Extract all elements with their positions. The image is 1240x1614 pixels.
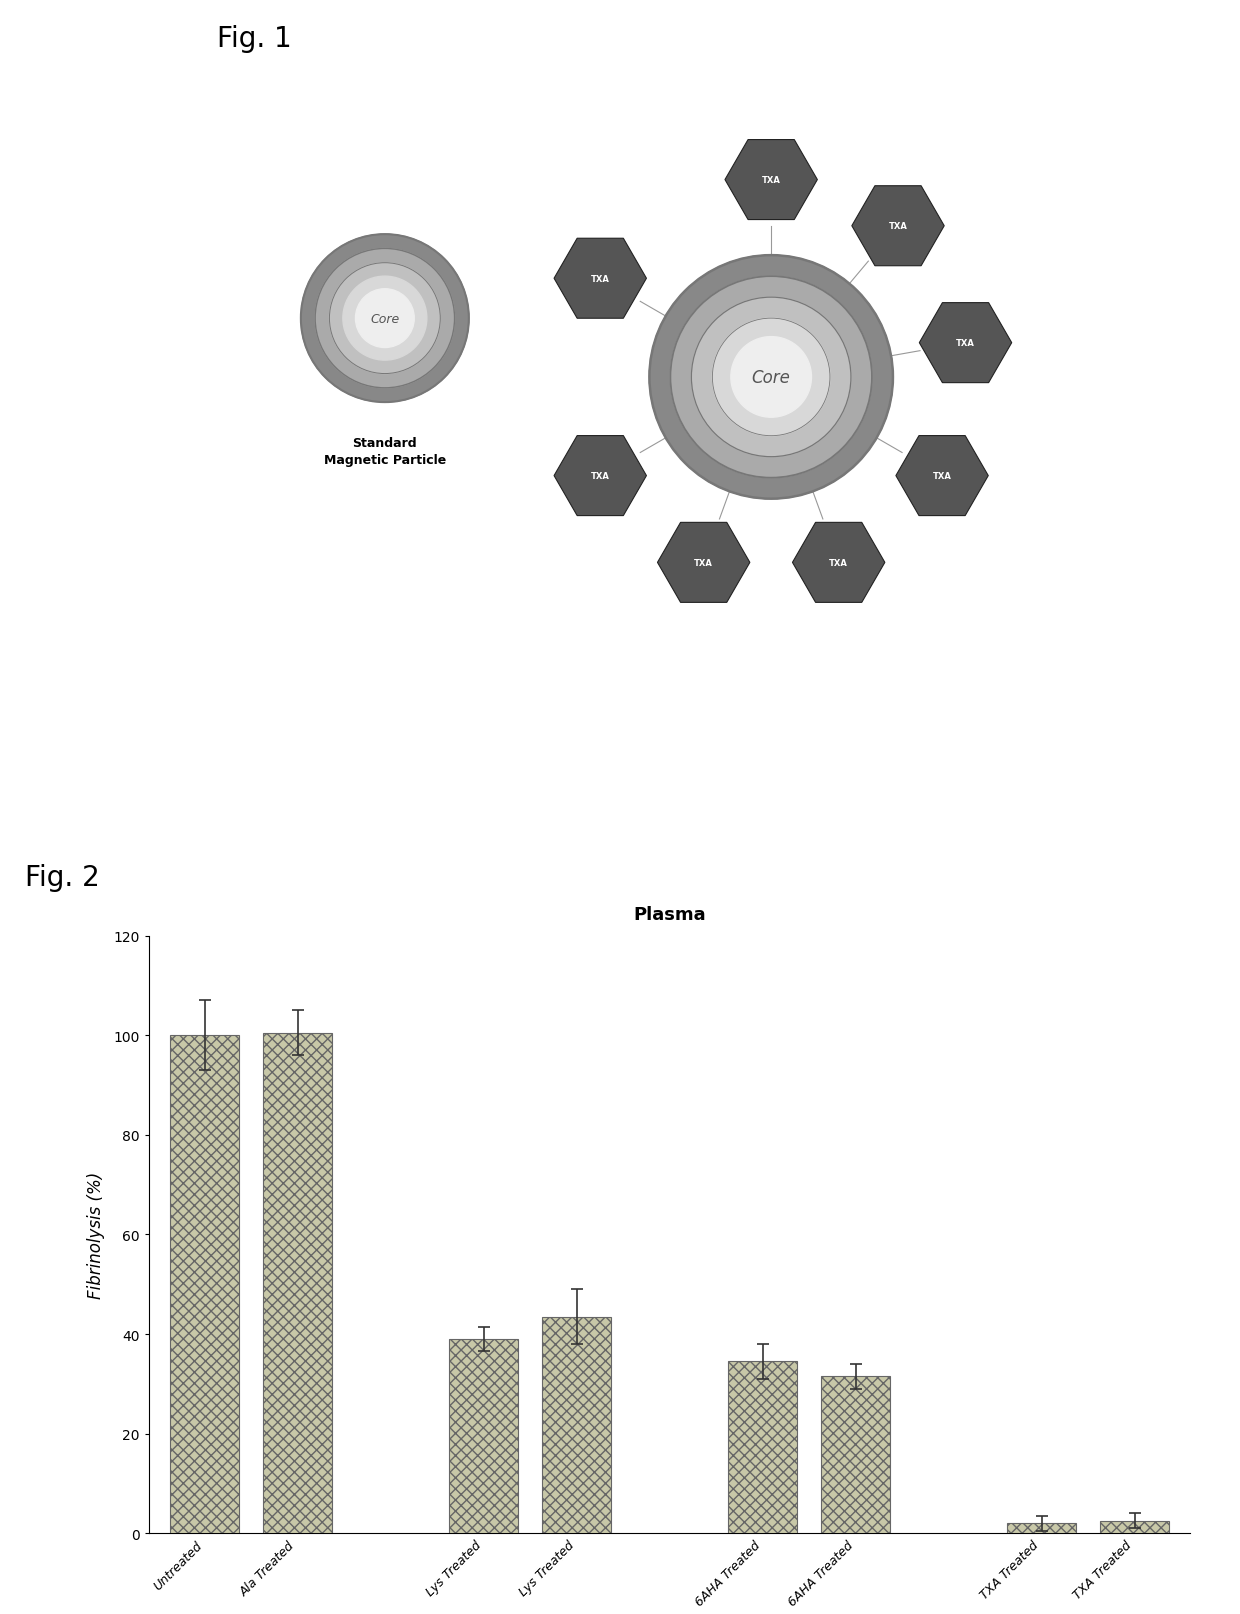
Text: Core: Core: [751, 368, 791, 387]
Bar: [1007, 1524, 1076, 1533]
Bar: [449, 1340, 518, 1533]
Circle shape: [650, 257, 893, 499]
Bar: [821, 1377, 890, 1533]
Text: TXA: TXA: [590, 471, 610, 481]
Circle shape: [330, 263, 440, 374]
Polygon shape: [554, 436, 646, 516]
Text: TXA: TXA: [761, 176, 781, 186]
Bar: [263, 1033, 332, 1533]
Circle shape: [671, 278, 872, 478]
Y-axis label: Fibrinolysis (%): Fibrinolysis (%): [87, 1172, 105, 1298]
Bar: [542, 1317, 611, 1533]
Text: Fig. 1: Fig. 1: [217, 26, 291, 53]
Polygon shape: [657, 523, 750, 604]
Bar: [1100, 1520, 1169, 1533]
Polygon shape: [792, 523, 885, 604]
Polygon shape: [725, 140, 817, 221]
Title: Plasma: Plasma: [634, 905, 706, 923]
Text: Standard
Magnetic Particle: Standard Magnetic Particle: [324, 436, 446, 466]
Circle shape: [301, 236, 469, 404]
Text: TXA: TXA: [694, 558, 713, 568]
Circle shape: [315, 249, 455, 389]
Text: TXA: TXA: [830, 558, 848, 568]
Circle shape: [356, 289, 414, 349]
Text: TXA: TXA: [956, 339, 975, 349]
Text: TXA: TXA: [889, 223, 908, 231]
Text: Fig. 2: Fig. 2: [25, 863, 99, 891]
Circle shape: [730, 337, 811, 418]
Circle shape: [343, 278, 427, 362]
Bar: [170, 1036, 239, 1533]
Polygon shape: [919, 303, 1012, 384]
Circle shape: [712, 320, 830, 436]
Text: TXA: TXA: [932, 471, 951, 481]
Circle shape: [692, 299, 851, 457]
Text: TXA: TXA: [590, 274, 610, 284]
Polygon shape: [895, 436, 988, 516]
Polygon shape: [554, 239, 646, 320]
Bar: [728, 1362, 797, 1533]
Polygon shape: [852, 187, 944, 266]
Text: Core: Core: [371, 313, 399, 326]
